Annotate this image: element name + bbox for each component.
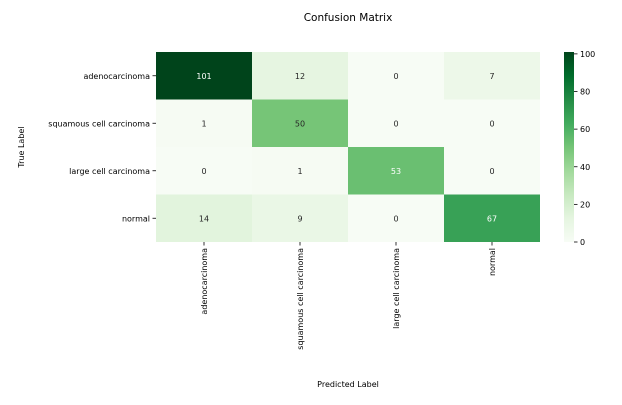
heatmap-cell [252,147,348,195]
colorbar-tick-label: 60 [580,125,590,134]
colorbar-tick-label: 0 [580,238,585,247]
heatmap-cell [252,52,348,100]
cell-value-label: 14 [199,214,209,223]
heatmap-cell [348,99,444,147]
heatmap-cell [252,99,348,147]
chart-title: Confusion Matrix [304,12,393,24]
heatmap-cell [348,147,444,195]
cell-value-label: 1 [201,119,206,128]
y-axis-label: True Label [17,126,26,168]
col-axis: adenocarcinoma squamous cell carcinoma lar… [200,242,497,350]
cell-value-label: 9 [297,214,302,223]
colorbar-tick-label: 100 [580,50,595,59]
colorbar-tick-label: 40 [580,163,590,172]
cell-value-label: 53 [391,167,401,176]
heatmap-cell [444,99,540,147]
heatmap-grid: 101 12 0 7 1 50 0 0 0 1 53 0 14 9 0 67 [156,52,540,242]
heatmap-cell [156,147,252,195]
cell-value-label: 50 [295,119,305,128]
cell-value-label: 67 [487,214,497,223]
col-tick-label: normal [488,248,497,276]
heatmap-cell [156,52,252,100]
heatmap-cell [348,194,444,242]
colorbar [564,52,574,242]
row-tick-label: adenocarcinoma [83,72,150,81]
colorbar-tick-label: 20 [580,200,590,209]
heatmap-cell [444,52,540,100]
cell-value-label: 101 [196,72,211,81]
cell-value-label: 0 [393,119,398,128]
heatmap-cell [444,147,540,195]
col-tick-label: large cell carcinoma [392,248,401,329]
cell-value-label: 0 [489,167,494,176]
col-tick-label: squamous cell carcinoma [296,248,305,350]
colorbar-tick-label: 80 [580,88,590,97]
cell-value-label: 12 [295,72,305,81]
colorbar-axis: 0 20 40 60 80 100 [574,50,595,247]
x-axis-label: Predicted Label [317,380,379,389]
row-tick-label: large cell carcinoma [69,167,150,176]
cell-value-label: 1 [297,167,302,176]
cell-value-label: 0 [201,167,206,176]
heatmap-cell [156,194,252,242]
heatmap-cell [348,52,444,100]
row-axis: adenocarcinoma squamous cell carcinoma lar… [48,72,156,223]
col-tick-label: adenocarcinoma [200,248,209,315]
cell-value-label: 0 [393,72,398,81]
heatmap-cell [156,99,252,147]
row-tick-label: squamous cell carcinoma [48,119,150,128]
heatmap-cell [444,194,540,242]
row-tick-label: normal [122,214,150,223]
heatmap-cell [252,194,348,242]
cell-value-label: 0 [393,214,398,223]
cell-value-label: 0 [489,119,494,128]
cell-value-label: 7 [489,72,494,81]
